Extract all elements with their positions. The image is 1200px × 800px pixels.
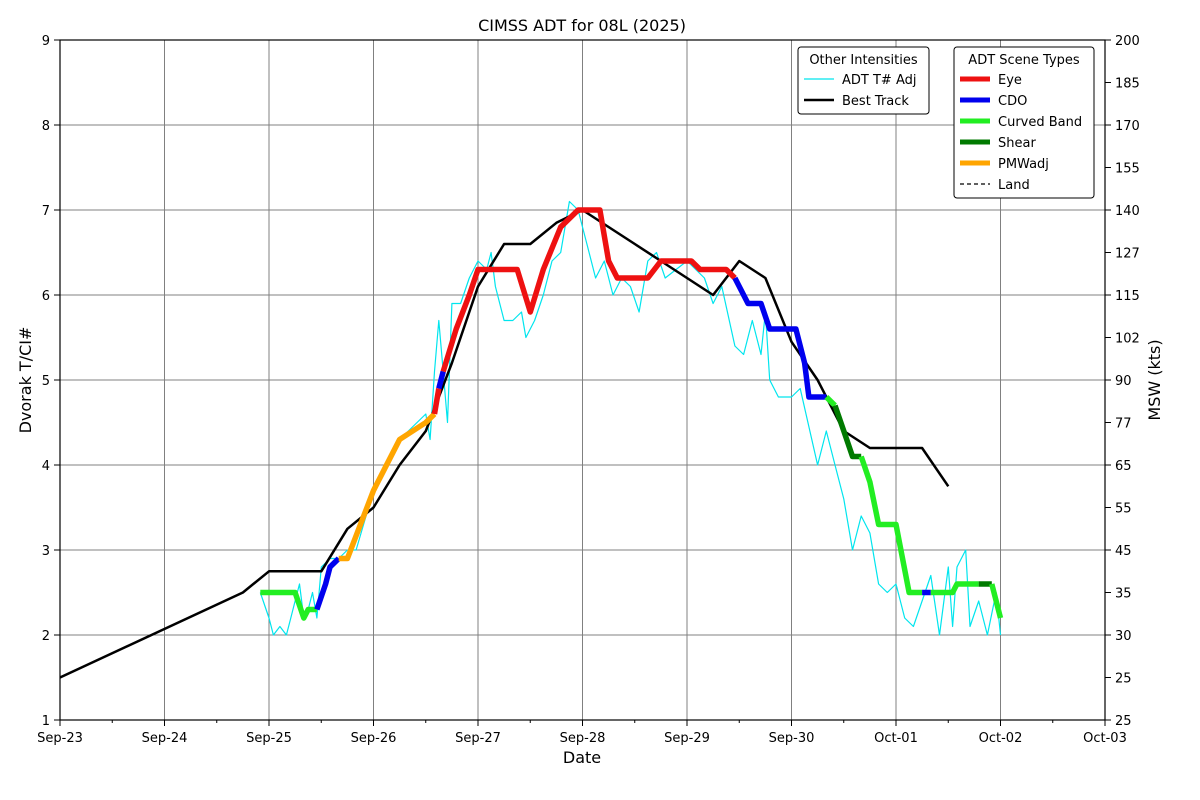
scene-segment-curved-band xyxy=(858,455,923,596)
y2-tick-label: 140 xyxy=(1115,204,1140,219)
y2-tick-label: 65 xyxy=(1115,459,1132,474)
scene-segment-cdo xyxy=(314,556,341,611)
y2-tick-label: 45 xyxy=(1115,544,1132,559)
y2-tick-label: 115 xyxy=(1115,289,1140,304)
y-tick-label: 1 xyxy=(42,714,50,729)
x-axis-title: Date xyxy=(563,748,601,767)
scene-segment-curved-band xyxy=(989,583,1004,619)
chart-title: CIMSS ADT for 08L (2025) xyxy=(478,16,686,35)
x-tick-label: Sep-28 xyxy=(560,731,606,746)
y-tick-label: 5 xyxy=(42,374,50,389)
y2-tick-label: 77 xyxy=(1115,417,1132,432)
y-tick-label: 7 xyxy=(42,204,50,219)
legend-box xyxy=(797,46,930,115)
series-line-adt-t-adj xyxy=(259,200,1002,636)
y2-tick-label: 170 xyxy=(1115,119,1140,134)
scene-segment-curved-band xyxy=(930,581,979,596)
y-axis-title: Dvorak T/CI# xyxy=(16,327,35,434)
scene-segment-pmwadj xyxy=(338,412,437,562)
x-tick-label: Oct-02 xyxy=(979,731,1023,746)
x-tick-label: Sep-26 xyxy=(351,731,397,746)
legends: Other Intensities ADT T# Adj Best Track ADT… xyxy=(797,46,1095,199)
y-tick-label: 3 xyxy=(42,544,50,559)
y2-tick-label: 55 xyxy=(1115,502,1132,517)
scene-segment-eye xyxy=(431,388,442,415)
y2-tick-label: 127 xyxy=(1115,247,1140,262)
y2-axis-title: MSW (kts) xyxy=(1145,339,1164,420)
legend-entry-label: Shear xyxy=(998,136,1036,151)
plot-series xyxy=(59,200,1004,679)
x-tick-label: Oct-01 xyxy=(874,731,918,746)
y-tick-label: 2 xyxy=(42,629,50,644)
legend-box xyxy=(953,46,1095,199)
legend-entry-label: CDO xyxy=(998,94,1027,109)
x-tick-label: Sep-23 xyxy=(37,731,83,746)
legend-title: ADT Scene Types xyxy=(968,53,1080,68)
y2-tick-label: 25 xyxy=(1115,672,1132,687)
legend-entry-label: PMWadj xyxy=(998,157,1049,172)
y-tick-label: 9 xyxy=(42,34,50,49)
scene-segment-eye xyxy=(440,207,737,373)
y-tick-label: 4 xyxy=(42,459,50,474)
y-tick-label: 8 xyxy=(42,119,50,134)
scene-segment-curved-band xyxy=(824,395,837,408)
x-tick-label: Sep-24 xyxy=(142,731,188,746)
y2-tick-label: 30 xyxy=(1115,629,1132,644)
y-tick-label: 6 xyxy=(42,289,50,304)
axes: Sep-23 Sep-24 Sep-25 Sep-26 Sep-27 Sep-28 Sep-… xyxy=(37,34,1140,746)
y2-tick-label: 200 xyxy=(1115,34,1140,49)
scene-segment-cdo xyxy=(436,370,446,390)
x-tick-label: Sep-30 xyxy=(769,731,815,746)
y2-tick-label: 35 xyxy=(1115,587,1132,602)
x-tick-label: Oct-03 xyxy=(1083,731,1127,746)
x-tick-label: Sep-25 xyxy=(246,731,292,746)
y2-tick-label: 185 xyxy=(1115,77,1140,92)
legend-entry-label: Eye xyxy=(998,73,1022,88)
y2-tick-label: 90 xyxy=(1115,374,1132,389)
legend-entry-label: Best Track xyxy=(842,94,909,109)
scene-segment-curved-band xyxy=(260,589,317,621)
legend-entry-label: Land xyxy=(998,178,1030,193)
x-tick-label: Sep-27 xyxy=(455,731,501,746)
y2-tick-label: 155 xyxy=(1115,162,1140,177)
x-tick-label: Sep-29 xyxy=(664,731,710,746)
legend-entry-label: Curved Band xyxy=(998,115,1082,130)
legend-title: Other Intensities xyxy=(809,53,918,68)
scene-segment-cdo xyxy=(732,276,827,400)
scene-segment-shear xyxy=(832,404,862,460)
y2-tick-label: 102 xyxy=(1115,332,1140,347)
y2-tick-label: 25 xyxy=(1115,714,1132,729)
legend-entry-label: ADT T# Adj xyxy=(842,73,916,88)
